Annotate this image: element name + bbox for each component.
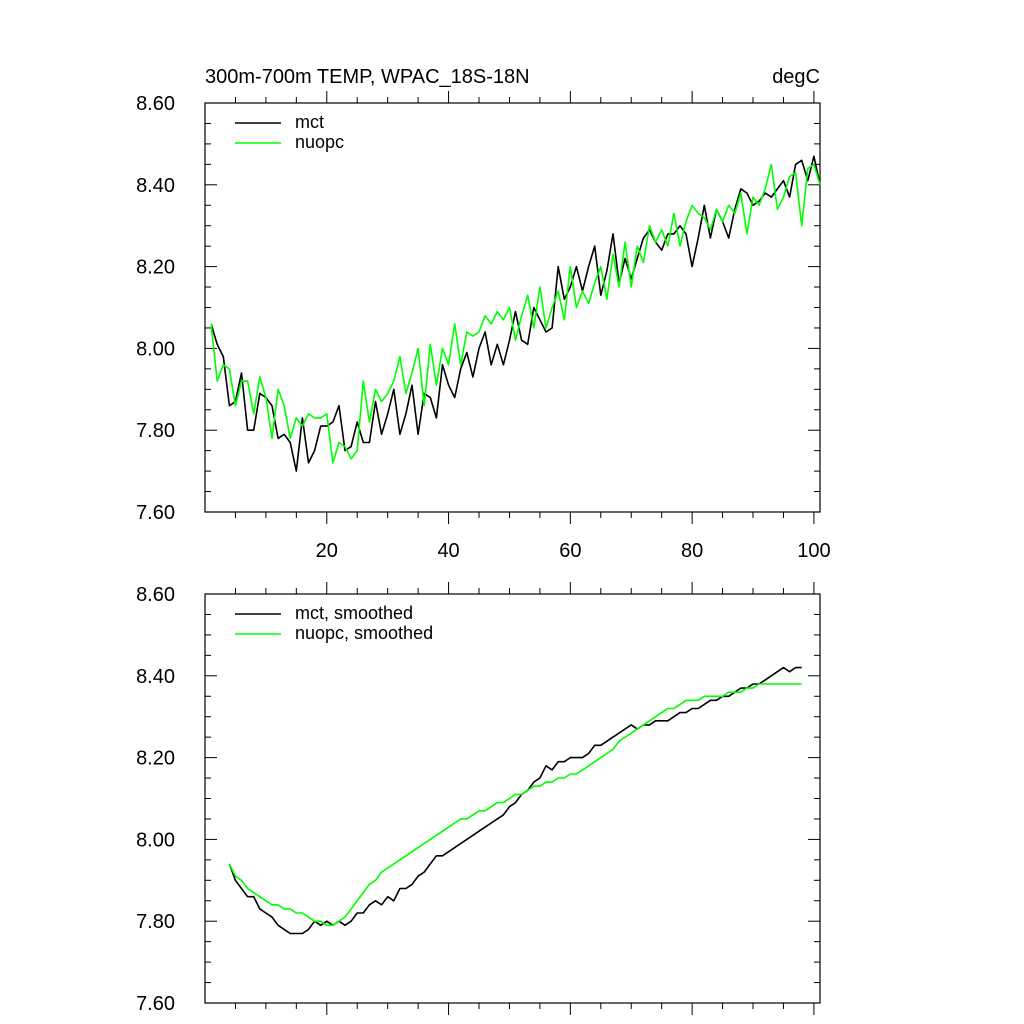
legend-label: mct (295, 112, 324, 132)
y-tick-label: 8.20 (136, 257, 175, 279)
y-tick-label: 7.80 (136, 420, 175, 442)
legend-label: mct, smoothed (295, 603, 413, 623)
units-label: degC (772, 66, 820, 88)
y-tick-label: 8.40 (136, 666, 175, 688)
plot-frame (204, 593, 821, 1004)
y-tick-label: 8.60 (136, 93, 175, 115)
legend-label: nuopc (295, 132, 344, 152)
chart-panel-1: 7.60 7.80 8.00 8.20 8.40 8.60 20 40 60 80 100 300m-… (136, 66, 831, 562)
x-tick-label: 60 (559, 540, 581, 562)
chart-panel-2: 7.60 7.80 8.00 8.20 8.40 8.60 mct, smoothednuo… (136, 582, 821, 1015)
y-tick-label: 7.60 (136, 502, 175, 524)
chart-title: 300m-700m TEMP, WPAC_18S-18N (205, 66, 530, 88)
series-line-nuopc-smoothed (228, 683, 802, 927)
y-tick-label: 8.20 (136, 748, 175, 770)
x-tick-label: 100 (797, 540, 830, 562)
y-tick-label: 8.00 (136, 338, 175, 360)
y-tick-label: 7.80 (136, 911, 175, 933)
y-tick-label: 8.60 (136, 584, 175, 606)
y-tick-label: 7.60 (136, 993, 175, 1015)
series-line-mct-smoothed (228, 666, 802, 935)
series-line-nuopc (210, 163, 821, 464)
y-tick-label: 8.40 (136, 175, 175, 197)
x-tick-label: 40 (437, 540, 459, 562)
plot-frame (204, 102, 821, 513)
y-tick-label: 8.00 (136, 829, 175, 851)
series-line-mct (210, 155, 821, 472)
x-tick-label: 80 (681, 540, 703, 562)
legend-label: nuopc, smoothed (295, 623, 433, 643)
x-tick-label: 20 (316, 540, 338, 562)
